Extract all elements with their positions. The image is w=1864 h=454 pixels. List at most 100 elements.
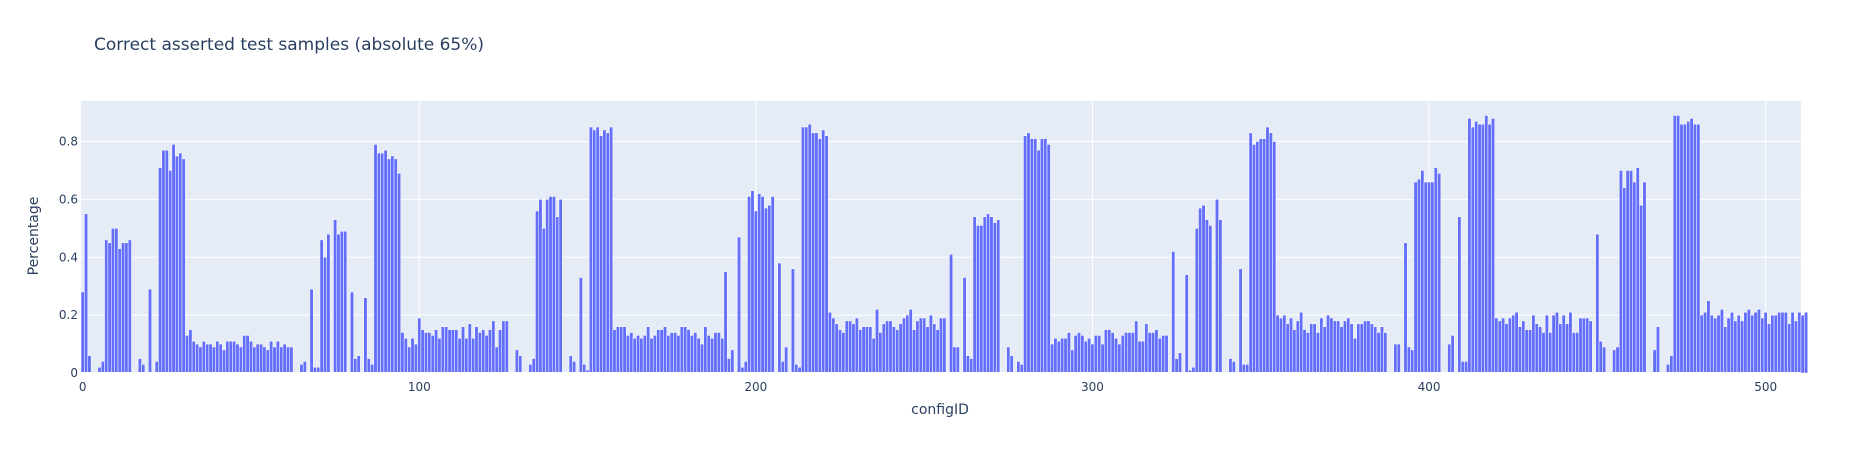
bar-322 (1164, 335, 1169, 374)
bar-73 (326, 233, 331, 374)
bar-190 (720, 338, 725, 374)
bar-409 (1457, 216, 1462, 374)
bar-488 (1723, 326, 1728, 374)
bar-437 (1551, 314, 1556, 374)
bar-320 (1157, 338, 1162, 374)
bar-54 (262, 346, 267, 374)
bar-31 (185, 335, 189, 374)
bar-434 (1541, 332, 1546, 374)
bar-395 (1410, 349, 1415, 374)
bar-258 (949, 254, 954, 374)
bar-24 (161, 149, 166, 374)
bar-411 (1464, 361, 1469, 374)
bar-305 (1107, 329, 1112, 374)
bar-364 (1305, 332, 1310, 374)
bar-468 (1656, 326, 1660, 374)
bar-32 (188, 329, 193, 374)
bar-154 (599, 135, 603, 374)
bar-362 (1299, 311, 1304, 374)
bar-452 (1602, 346, 1607, 374)
bar-302 (1097, 335, 1102, 374)
bar-125 (501, 320, 506, 374)
bar-58 (275, 340, 280, 374)
bar-186 (706, 335, 711, 374)
bar-137 (541, 228, 546, 374)
bar-460 (1629, 170, 1633, 374)
bar-403 (1437, 173, 1442, 374)
x-tick-label: 500 (1754, 380, 1777, 394)
bar-234 (868, 326, 873, 374)
y-axis-ticks: 0 0.2 0.4 0.6 0.8 (59, 135, 78, 380)
bar-109 (447, 329, 452, 374)
bar-318 (1151, 332, 1155, 374)
bar-228 (848, 320, 853, 374)
bar-197 (743, 361, 748, 374)
bar-240 (888, 320, 893, 374)
bar-211 (790, 268, 795, 374)
bar-35 (198, 346, 203, 374)
chart-title: Correct asserted test samples (absolute … (94, 35, 484, 55)
bar-431 (1531, 314, 1536, 374)
x-tick-label: 100 (408, 380, 431, 394)
y-tick-label: 0.4 (59, 250, 78, 264)
bar-78 (343, 230, 348, 374)
bar-314 (1137, 340, 1142, 374)
bar-223 (831, 317, 836, 374)
bar-119 (481, 329, 486, 374)
bar-153 (595, 126, 600, 374)
y-tick-label: 0.6 (59, 192, 78, 206)
bar-309 (1120, 335, 1125, 374)
bar-220 (821, 129, 826, 374)
bar-495 (1746, 309, 1751, 374)
bar-251 (925, 326, 930, 374)
bar-89 (380, 152, 385, 374)
bar-72 (323, 257, 327, 374)
bar-1 (84, 213, 88, 374)
bar-447 (1585, 317, 1590, 374)
bar-215 (804, 126, 809, 374)
bar-77 (339, 230, 344, 374)
bar-426 (1514, 311, 1519, 374)
bar-148 (578, 277, 583, 374)
bar-325 (1174, 358, 1179, 374)
bar-310 (1124, 332, 1129, 374)
bar-284 (1036, 149, 1041, 374)
bar-370 (1326, 314, 1331, 374)
bar-402 (1433, 167, 1438, 374)
bar-291 (1060, 338, 1065, 374)
bar-81 (353, 358, 358, 374)
bar-459 (1625, 170, 1630, 374)
bar-445 (1578, 317, 1583, 374)
bar-337 (1215, 199, 1219, 374)
bar-292 (1063, 338, 1068, 374)
bar-304 (1103, 329, 1108, 374)
bar-103 (427, 332, 432, 374)
bar-264 (969, 358, 974, 374)
bar-386 (1380, 326, 1384, 374)
bar-377 (1349, 323, 1354, 374)
bar-61 (286, 346, 290, 374)
bar-359 (1289, 317, 1293, 374)
bar-105 (434, 329, 439, 374)
bar-482 (1703, 311, 1708, 374)
bar-141 (555, 216, 560, 374)
bar-188 (713, 332, 718, 374)
y-axis-title: Percentage (26, 197, 42, 276)
bar-419 (1491, 118, 1495, 374)
bar-13 (124, 242, 129, 374)
bar-471 (1666, 364, 1670, 374)
bar-353 (1268, 132, 1273, 374)
bar-199 (750, 190, 755, 374)
bar-178 (679, 326, 684, 374)
bar-7 (104, 239, 109, 374)
bar-87 (373, 144, 378, 374)
x-axis-title: configID (911, 402, 969, 418)
bar-418 (1487, 123, 1492, 374)
bar-400 (1427, 181, 1431, 374)
bar-231 (858, 329, 863, 374)
bar-373 (1336, 320, 1341, 374)
bar-367 (1316, 332, 1320, 374)
bar-376 (1346, 317, 1351, 374)
bar-170 (652, 335, 657, 374)
bar-332 (1198, 207, 1203, 374)
